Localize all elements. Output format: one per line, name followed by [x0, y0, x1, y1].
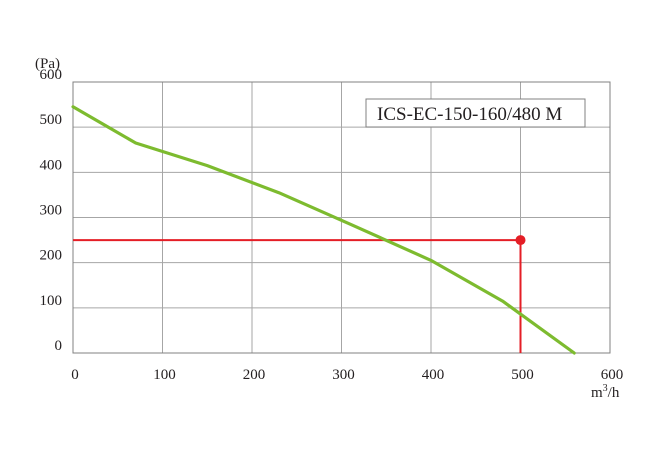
x-tick-label-200: 200: [243, 367, 266, 383]
operating-point-marker: [515, 235, 526, 246]
operating-point-layer: [515, 235, 526, 246]
x-tick-label-300: 300: [332, 367, 355, 383]
x-tick-label-500: 500: [511, 367, 534, 383]
operating-point-guides: [73, 239, 522, 353]
x-tick-label-400: 400: [422, 367, 445, 383]
y-axis-unit: (Pa): [35, 56, 60, 72]
plot-frame: [72, 81, 611, 354]
y-tick-label-300: 300: [40, 203, 63, 219]
y-tick-label-200: 200: [40, 248, 63, 264]
x-tick-label-100: 100: [153, 367, 176, 383]
y-axis-ticks: 0 100 200 300 400 500 600: [40, 67, 63, 354]
y-tick-label-100: 100: [40, 293, 63, 309]
x-tick-label-600: 600: [601, 367, 624, 383]
model-label: ICS-EC-150-160/480 M: [377, 104, 562, 125]
y-tick-label-500: 500: [40, 112, 63, 128]
x-tick-label-0: 0: [71, 367, 79, 383]
y-tick-label-0: 0: [55, 338, 63, 354]
series-line-0: [71, 105, 576, 355]
legend-box: ICS-EC-150-160/480 M: [365, 98, 586, 128]
y-tick-label-400: 400: [40, 157, 63, 173]
x-axis-ticks: 0 100 200 300 400 500 600: [71, 367, 623, 383]
y-tick-label-600: 600: [40, 67, 63, 83]
legend-box-frame: [365, 98, 586, 128]
series-layer: [71, 105, 576, 355]
x-axis-unit: m3/h: [591, 383, 620, 401]
